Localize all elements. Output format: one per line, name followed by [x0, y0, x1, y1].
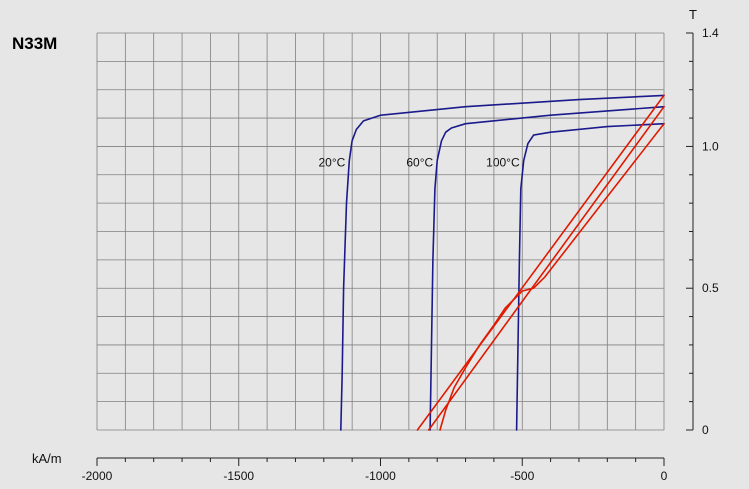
j-curve-100-c [515, 122, 665, 431]
curve-label: 100°C [486, 155, 520, 169]
y-tick-label: 0.5 [702, 281, 719, 295]
j-curve-60-c [429, 105, 665, 431]
y-tick-label: 1.4 [702, 26, 719, 40]
series-group [339, 94, 665, 431]
j-curve-20-c [339, 94, 665, 431]
grid [96, 32, 665, 431]
x-tick-label: -1500 [223, 469, 254, 483]
curve-labels: 20°C 60°C 100°C [319, 155, 520, 169]
b-curve-100-c-b [439, 122, 665, 431]
b-curve-60-c-b [427, 105, 665, 431]
x-tick-label: -500 [510, 469, 534, 483]
x-tick-label: -2000 [82, 469, 113, 483]
chart-title: N33M [12, 34, 57, 53]
axes: -2000 -1500 -1000 -500 0 0 0.5 1.0 1.4 [82, 26, 719, 483]
y-tick-label: 1.0 [702, 139, 719, 153]
x-tick-label: -1000 [365, 469, 396, 483]
x-tick-label: 0 [661, 469, 668, 483]
y-axis-unit: T [689, 7, 697, 22]
curve-label: 60°C [406, 155, 433, 169]
b-curve-20-c-b [416, 94, 665, 431]
x-axis-unit: kA/m [32, 451, 62, 466]
y-tick-label: 0 [702, 423, 709, 437]
curve-label: 20°C [319, 155, 346, 169]
